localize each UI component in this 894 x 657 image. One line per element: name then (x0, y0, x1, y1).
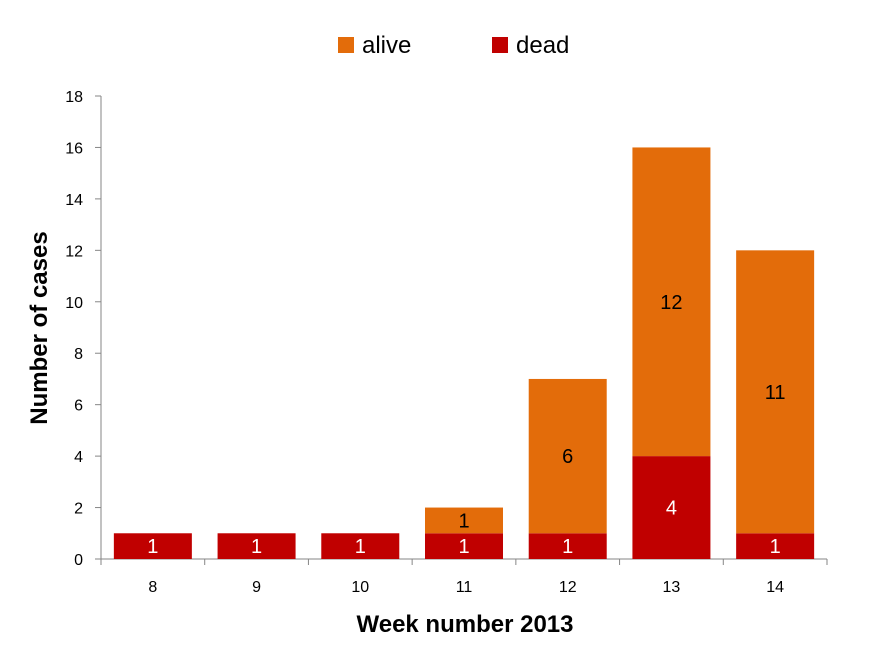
x-tick-label: 12 (559, 579, 577, 596)
data-label-dead: 1 (251, 536, 262, 558)
data-label-dead: 1 (147, 536, 158, 558)
data-label-dead: 1 (355, 536, 366, 558)
y-tick-label: 6 (74, 398, 83, 415)
legend-swatch-dead (492, 37, 508, 53)
legend-label-dead: dead (516, 32, 569, 59)
y-axis-title: Number of cases (26, 231, 53, 424)
bar-dead (217, 533, 296, 559)
bar-dead (113, 533, 192, 559)
x-tick-label: 13 (663, 579, 681, 596)
bar-alive (425, 507, 503, 534)
bar-alive (528, 378, 607, 534)
y-tick-label: 2 (74, 501, 83, 518)
data-label-alive: 6 (562, 446, 573, 468)
bar-dead (321, 533, 400, 559)
y-tick-label: 10 (65, 295, 83, 312)
y-axis: 0 2 4 6 8 10 12 14 16 18 (65, 89, 102, 569)
data-label-dead: 1 (562, 536, 573, 558)
y-tick-label: 8 (74, 346, 83, 363)
bar-dead (632, 456, 711, 559)
data-label-dead: 1 (770, 536, 781, 558)
bars (113, 147, 815, 559)
data-label-alive: 12 (660, 292, 682, 314)
x-tick-label: 11 (456, 579, 473, 596)
legend: alive dead (338, 32, 569, 59)
x-tick-label: 14 (766, 579, 784, 596)
legend-swatch-alive (338, 37, 354, 53)
x-tick-label: 9 (252, 579, 261, 596)
data-label-dead: 4 (666, 498, 677, 520)
x-axis: 8 9 10 11 12 13 14 (100, 558, 828, 596)
bar-alive (632, 147, 711, 457)
bar-dead (736, 533, 815, 559)
data-label-alive: 11 (765, 382, 786, 404)
y-tick-label: 16 (65, 140, 83, 157)
bar-alive (736, 250, 815, 534)
x-tick-label: 8 (148, 579, 157, 596)
y-tick-label: 0 (74, 552, 83, 569)
y-tick-label: 18 (65, 89, 83, 106)
data-label-dead: 1 (458, 536, 469, 558)
bar-dead (528, 533, 607, 559)
bar-dead (425, 533, 503, 559)
legend-label-alive: alive (362, 32, 411, 59)
x-axis-title: Week number 2013 (357, 611, 574, 638)
data-label-alive: 1 (458, 510, 469, 532)
y-tick-label: 12 (65, 243, 83, 260)
y-tick-label: 14 (65, 192, 83, 209)
x-tick-label: 10 (351, 579, 369, 596)
y-tick-label: 4 (74, 449, 83, 466)
